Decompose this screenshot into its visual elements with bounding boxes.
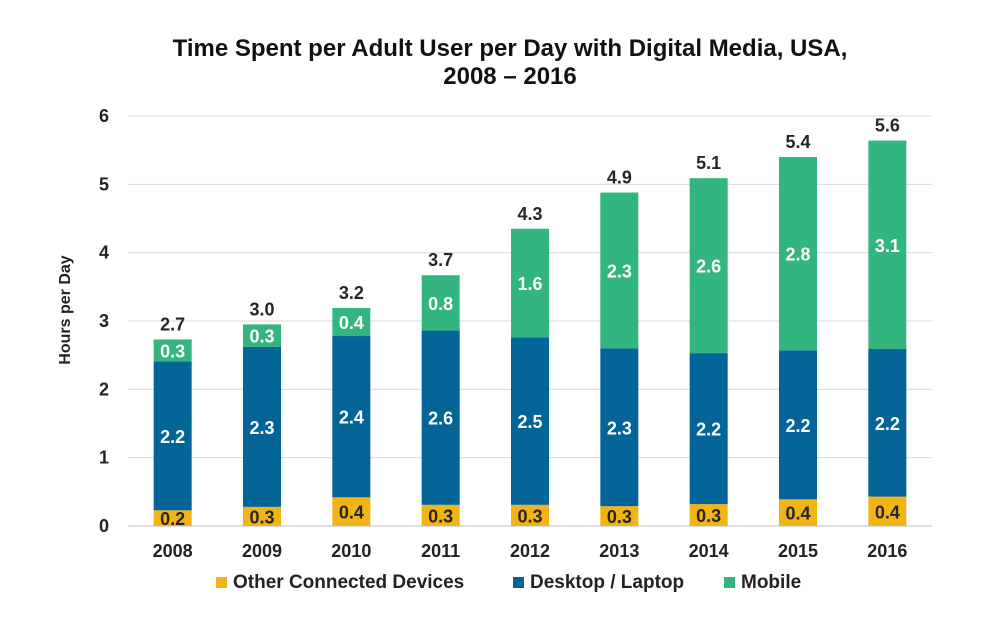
total-label: 5.6 [875, 116, 900, 136]
x-tick-label: 2015 [778, 541, 818, 561]
data-label: 2.6 [428, 409, 453, 429]
data-label: 2.2 [785, 416, 810, 436]
total-label: 4.3 [517, 204, 542, 224]
data-label: 3.1 [875, 236, 900, 256]
legend-swatch [724, 577, 735, 588]
data-label: 2.4 [339, 408, 364, 428]
bar-segment [511, 504, 549, 526]
bar-segment [779, 157, 817, 351]
data-label: 0.4 [785, 504, 810, 524]
bar-segment [511, 228, 549, 338]
chart-title-line-2: 2008 – 2016 [443, 63, 576, 90]
x-axis-ticks: 2008 2009 2010 2011 2012 2013 2014 2015 2016 [153, 541, 908, 561]
bar-segment [243, 346, 281, 507]
legend: Other Connected Devices Desktop / Laptop M… [216, 572, 801, 593]
bar-segment [868, 349, 907, 497]
x-tick-label: 2014 [689, 541, 729, 561]
data-label: 1.6 [517, 274, 542, 294]
data-label: 2.2 [160, 427, 185, 447]
legend-swatch [513, 577, 524, 588]
bar-segment [243, 506, 281, 526]
y-tick-label: 3 [99, 311, 109, 331]
data-label: 2.8 [785, 245, 810, 265]
bar-segment [153, 361, 192, 511]
bar-segment [779, 499, 817, 526]
bar-segment [421, 330, 460, 505]
total-label: 2.7 [160, 314, 185, 334]
bar-segment [868, 496, 907, 526]
bar-segment [689, 353, 728, 505]
bar-segment [511, 337, 549, 505]
bar-segment [332, 336, 371, 498]
bar-segment [421, 275, 460, 331]
data-label: 2.6 [696, 257, 721, 277]
y-tick-label: 2 [99, 379, 109, 399]
data-label: 0.4 [875, 502, 900, 522]
legend-swatch [216, 577, 227, 588]
x-tick-label: 2016 [867, 541, 907, 561]
total-label: 3.0 [249, 299, 274, 319]
data-label: 2.3 [607, 261, 632, 281]
bar-segment [421, 504, 460, 526]
data-label: 0.3 [428, 506, 453, 526]
y-axis-ticks: 0 1 2 3 4 5 6 [99, 106, 109, 536]
bar-segment [153, 339, 192, 362]
bar-segment [600, 506, 639, 526]
y-tick-label: 1 [99, 448, 109, 468]
bar-segment [332, 497, 371, 526]
data-label: 2.5 [517, 412, 542, 432]
bar-group: 0.2 2.2 0.3 2.7 0.3 2.3 0.3 3.0 0.4 2.4 0.4 3.2 0.3 2… [153, 116, 907, 529]
data-label: 0.3 [160, 341, 185, 361]
data-label: 0.3 [696, 506, 721, 526]
total-label: 5.4 [785, 132, 810, 152]
chart-title: Time Spent per Adult User per Day with D… [173, 35, 848, 62]
bar-segment [600, 348, 639, 507]
data-label: 2.2 [875, 414, 900, 434]
data-label: 0.3 [249, 327, 274, 347]
total-label: 4.9 [607, 168, 632, 188]
bar-segment [600, 192, 639, 349]
data-label: 0.3 [607, 507, 632, 527]
legend-label: Desktop / Laptop [530, 572, 684, 593]
x-tick-label: 2013 [599, 541, 639, 561]
bar-segment [332, 308, 371, 337]
y-tick-label: 0 [99, 516, 109, 536]
data-label: 0.3 [517, 506, 542, 526]
y-axis-label: Hours per Day [57, 255, 74, 364]
data-label: 0.2 [160, 509, 185, 529]
x-tick-label: 2012 [510, 541, 550, 561]
total-label: 3.7 [428, 250, 453, 270]
data-label: 2.3 [249, 418, 274, 438]
total-label: 3.2 [339, 283, 364, 303]
data-label: 2.3 [607, 418, 632, 438]
bar-segment [243, 324, 281, 347]
data-label: 0.4 [339, 503, 364, 523]
x-tick-label: 2009 [242, 541, 282, 561]
x-tick-label: 2010 [331, 541, 371, 561]
bar-segment [689, 504, 728, 526]
legend-label: Mobile [741, 572, 801, 593]
x-tick-label: 2008 [153, 541, 193, 561]
total-label: 5.1 [696, 153, 721, 173]
bar-segment [779, 350, 817, 500]
data-label: 0.4 [339, 313, 364, 333]
y-tick-label: 5 [99, 174, 109, 194]
data-label: 2.2 [696, 420, 721, 440]
legend-label: Other Connected Devices [233, 572, 464, 593]
bar-segment [689, 178, 728, 354]
data-label: 0.3 [249, 507, 274, 527]
y-tick-label: 4 [99, 243, 109, 263]
y-tick-label: 6 [99, 106, 109, 126]
bar-segment [153, 510, 192, 526]
x-tick-label: 2011 [421, 541, 460, 561]
bar-segment [868, 140, 907, 350]
data-label: 0.8 [428, 294, 453, 314]
